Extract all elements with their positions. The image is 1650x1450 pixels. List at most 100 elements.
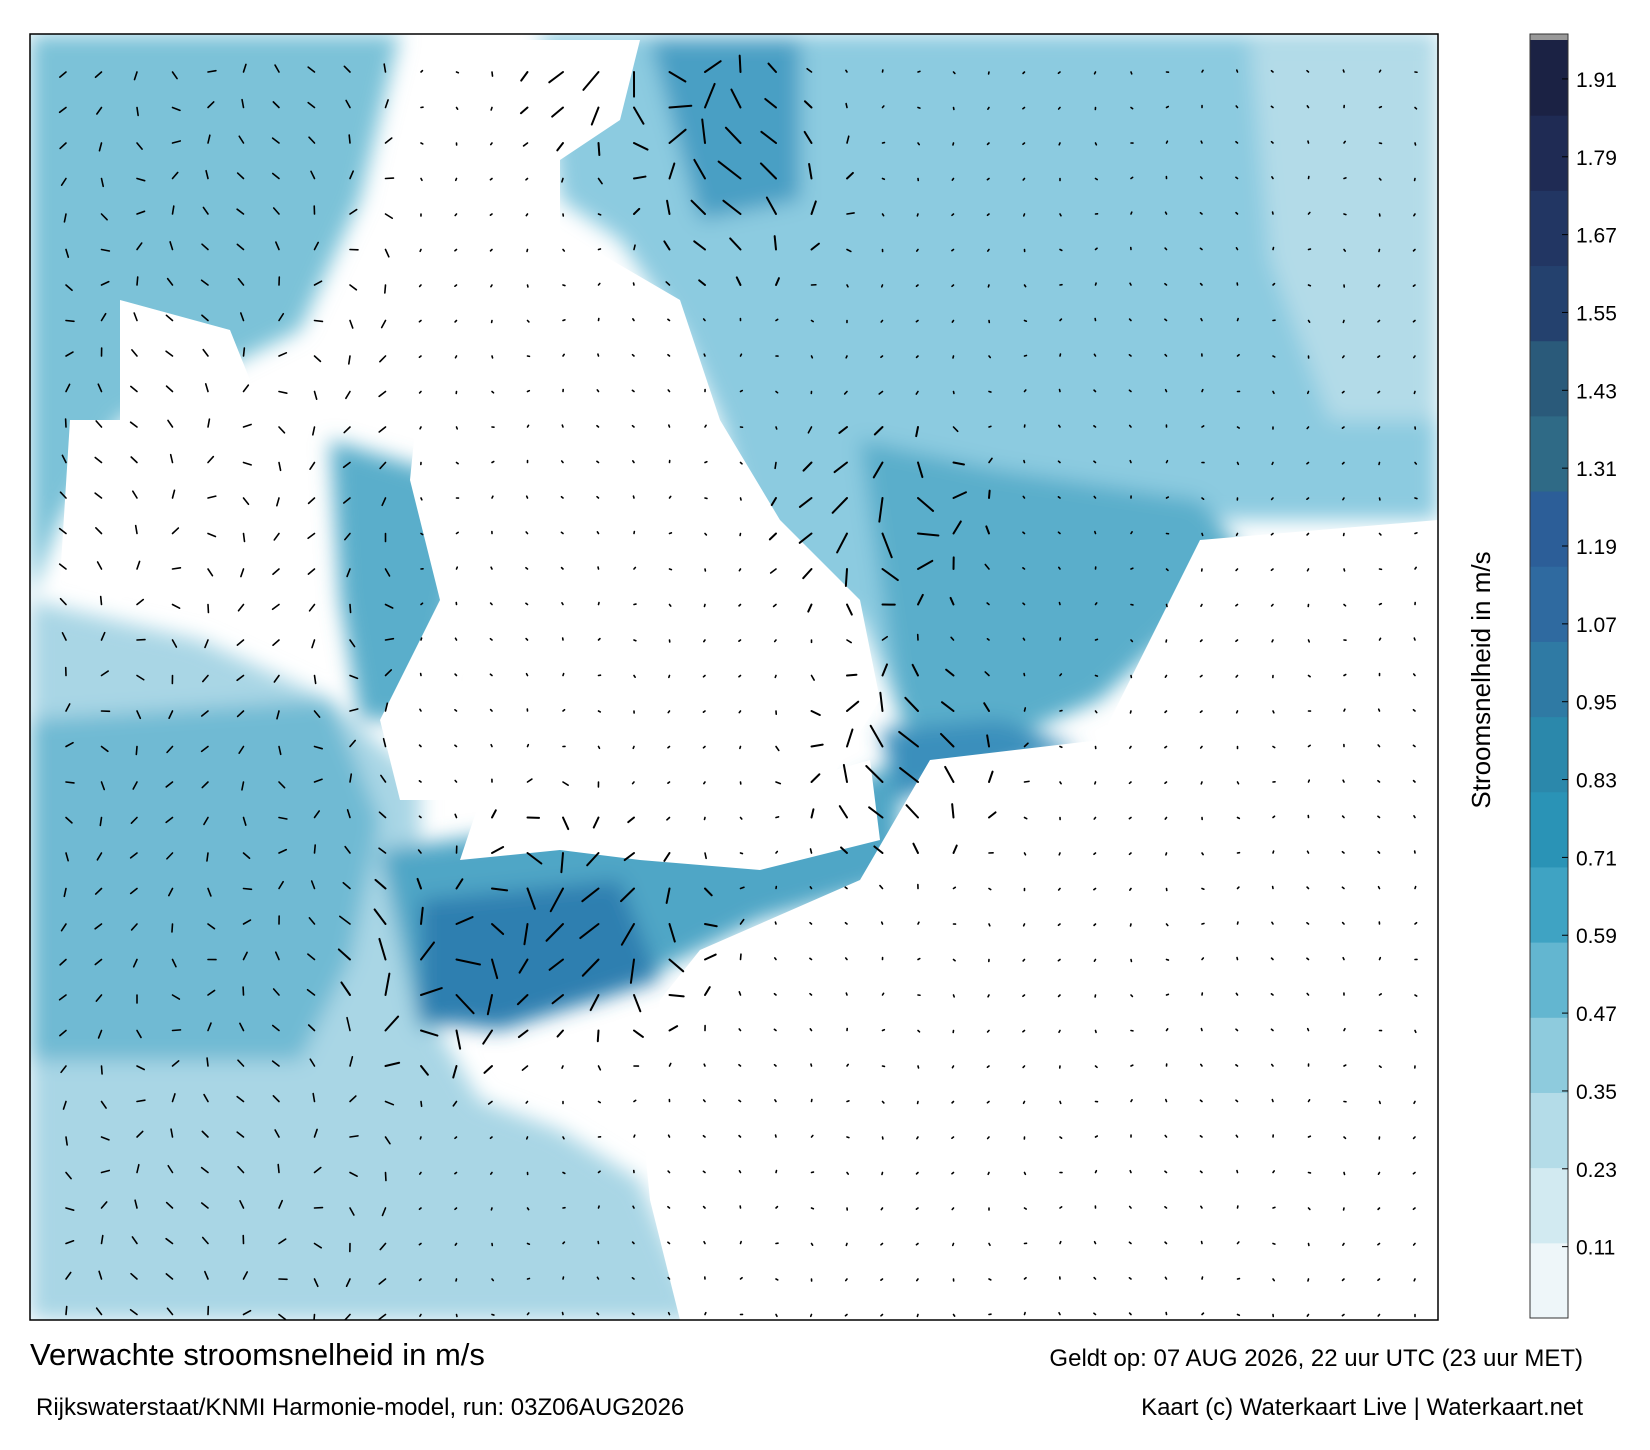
vector bbox=[349, 319, 354, 329]
vector bbox=[1306, 105, 1310, 109]
vector bbox=[236, 674, 245, 682]
vector bbox=[905, 804, 919, 819]
vector bbox=[307, 497, 316, 505]
vector bbox=[420, 69, 424, 73]
vector bbox=[491, 845, 505, 854]
vector bbox=[809, 886, 813, 890]
vector bbox=[310, 170, 316, 180]
vector bbox=[420, 1065, 429, 1076]
vector bbox=[1235, 1064, 1239, 1067]
vector bbox=[1023, 707, 1027, 712]
current-vectors bbox=[58, 54, 1418, 1320]
vector bbox=[1306, 497, 1310, 501]
vector bbox=[62, 1100, 67, 1110]
vector bbox=[136, 276, 139, 286]
vector bbox=[133, 312, 138, 322]
vector bbox=[1341, 355, 1345, 359]
vector bbox=[986, 734, 990, 748]
vector bbox=[633, 142, 649, 151]
vector bbox=[986, 1136, 990, 1140]
colorbar-tick-label: 0.47 bbox=[1576, 1003, 1617, 1026]
vector bbox=[633, 175, 647, 180]
vector bbox=[171, 489, 176, 499]
vector bbox=[810, 1063, 813, 1067]
vector bbox=[772, 603, 777, 608]
vector bbox=[1306, 957, 1310, 961]
vector bbox=[100, 280, 110, 286]
vector bbox=[915, 1171, 919, 1175]
vector bbox=[1272, 390, 1275, 395]
vector bbox=[487, 1100, 493, 1105]
vector bbox=[881, 635, 888, 641]
vector bbox=[1129, 459, 1132, 464]
vector bbox=[1130, 176, 1134, 180]
title: Verwachte stroomsnelheid in m/s bbox=[30, 1337, 485, 1372]
vector bbox=[526, 887, 536, 910]
vector bbox=[1307, 1278, 1310, 1282]
vector bbox=[526, 389, 531, 393]
vector bbox=[597, 1065, 602, 1071]
vector bbox=[1059, 213, 1062, 217]
vector bbox=[775, 781, 782, 785]
vector bbox=[880, 1313, 884, 1317]
vector bbox=[418, 1207, 422, 1211]
vector bbox=[596, 389, 600, 393]
colorbar-band bbox=[1530, 566, 1568, 642]
vector bbox=[1306, 1027, 1310, 1032]
vector bbox=[738, 991, 742, 996]
vector bbox=[454, 177, 458, 182]
vector bbox=[1164, 318, 1168, 322]
vector bbox=[454, 708, 458, 712]
colorbar-tick-label: 1.55 bbox=[1576, 302, 1617, 325]
vector bbox=[1378, 1065, 1382, 1069]
vector bbox=[1059, 1136, 1063, 1139]
vector bbox=[560, 852, 564, 874]
vector bbox=[207, 887, 212, 897]
vector bbox=[207, 568, 214, 577]
vector bbox=[704, 1311, 707, 1316]
vector bbox=[171, 639, 178, 648]
vector bbox=[58, 563, 67, 570]
vector bbox=[880, 1242, 884, 1246]
vector bbox=[1057, 496, 1061, 499]
vector bbox=[1413, 637, 1416, 641]
vector bbox=[486, 994, 493, 1016]
vector bbox=[1341, 1313, 1345, 1317]
vector bbox=[96, 106, 103, 115]
vector bbox=[1342, 497, 1345, 501]
vector bbox=[952, 461, 965, 466]
vector bbox=[881, 1028, 886, 1032]
vector bbox=[1023, 1311, 1026, 1316]
vector bbox=[171, 1093, 176, 1103]
vector bbox=[1377, 1278, 1381, 1282]
vector bbox=[703, 1063, 706, 1067]
vector bbox=[667, 1311, 671, 1316]
vector bbox=[915, 390, 919, 395]
vector bbox=[951, 1207, 955, 1211]
vector bbox=[1129, 887, 1132, 891]
vector bbox=[844, 886, 848, 890]
vector bbox=[1130, 639, 1134, 643]
vector bbox=[1306, 69, 1310, 73]
vector bbox=[1270, 532, 1274, 536]
vector bbox=[201, 781, 209, 789]
vector bbox=[809, 1028, 813, 1032]
vector bbox=[489, 673, 493, 677]
vector bbox=[702, 710, 706, 713]
vector bbox=[207, 1022, 212, 1032]
vector bbox=[1164, 1241, 1168, 1245]
vector bbox=[1130, 211, 1133, 215]
vector bbox=[1343, 603, 1347, 607]
vector bbox=[986, 602, 990, 606]
vector bbox=[384, 248, 390, 258]
vector bbox=[418, 1242, 422, 1246]
vector bbox=[667, 318, 671, 322]
vector bbox=[952, 520, 962, 535]
vector bbox=[596, 1312, 600, 1316]
vector bbox=[668, 424, 671, 428]
vector bbox=[65, 284, 73, 292]
vector bbox=[846, 728, 854, 748]
vector bbox=[489, 142, 493, 146]
vector bbox=[490, 566, 493, 570]
vector bbox=[561, 177, 564, 183]
